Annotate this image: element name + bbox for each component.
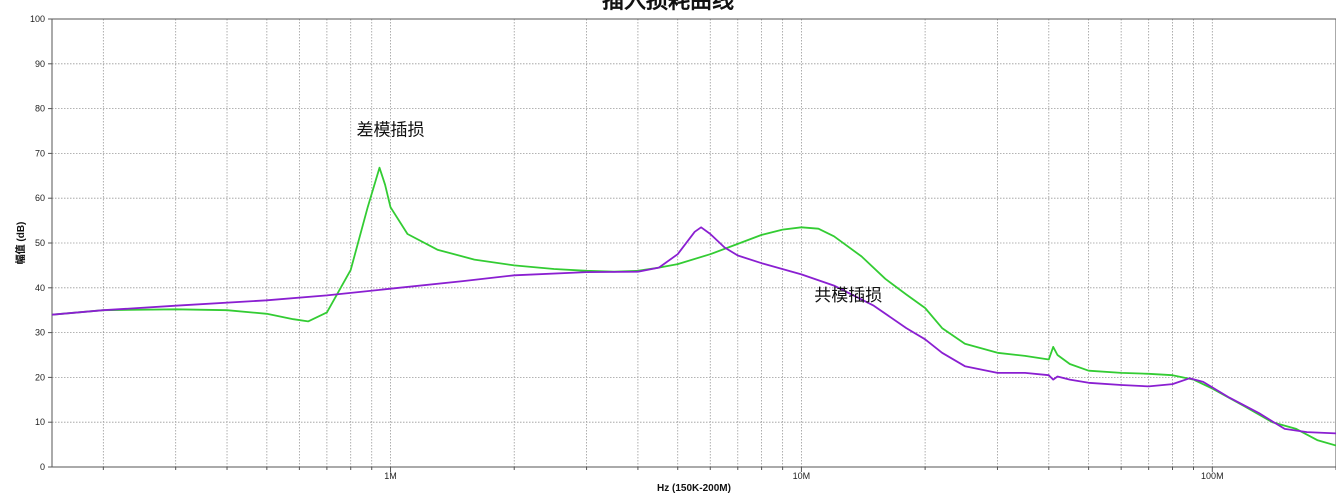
y-tick-label: 0 (40, 462, 45, 472)
y-axis-ticks: 0 10 20 30 40 50 60 70 80 90 100 (30, 14, 52, 472)
y-tick-label: 60 (35, 193, 45, 203)
x-tick-label: 100M (1201, 471, 1224, 481)
y-axis-title: 幅值 (dB) (14, 222, 27, 265)
y-tick-label: 40 (35, 283, 45, 293)
y-tick-label: 70 (35, 148, 45, 158)
y-tick-label: 90 (35, 59, 45, 69)
series-lines (51, 166, 1336, 447)
y-tick-label: 20 (35, 372, 45, 382)
annotation-label: 差模插损 (357, 120, 425, 140)
x-axis-ticks: 1M 10M 100M (102, 467, 1336, 481)
y-tick-label: 10 (35, 417, 45, 427)
annotation-label: 共模插损 (814, 286, 882, 306)
y-tick-label: 30 (35, 328, 45, 338)
y-tick-label: 100 (30, 14, 45, 24)
y-tick-label: 50 (35, 238, 45, 248)
y-tick-label: 80 (35, 104, 45, 114)
x-tick-label: 10M (793, 471, 811, 481)
x-tick-label: 1M (384, 471, 397, 481)
grid-lines (52, 18, 1336, 468)
series-line-differential-mode (51, 166, 1336, 447)
chart-title: 插入损耗曲线 (602, 0, 734, 14)
series-line-common-mode (51, 226, 1336, 435)
x-axis-title: Hz (150K-200M) (657, 483, 731, 494)
